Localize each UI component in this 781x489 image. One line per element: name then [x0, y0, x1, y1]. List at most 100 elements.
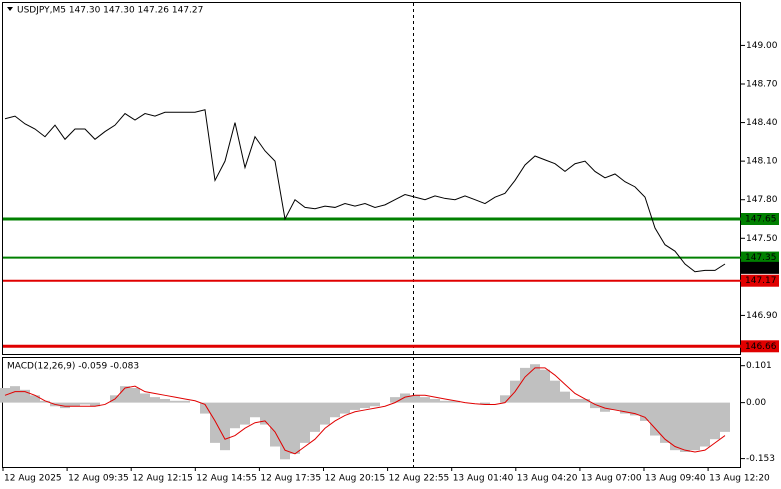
histogram-bar: [350, 402, 360, 410]
histogram-bar: [570, 398, 580, 403]
histogram-bar: [130, 387, 140, 403]
histogram-bar: [710, 402, 720, 440]
y-tick-label: 149.00: [746, 41, 778, 51]
histogram-bar: [60, 402, 70, 409]
y-tick-label: -0.153: [746, 454, 775, 464]
histogram-bar: [640, 402, 650, 421]
histogram-bar: [700, 402, 710, 447]
x-tick-label: 12 Aug 2025: [4, 474, 62, 484]
histogram-bar: [550, 380, 560, 403]
price-tag: [741, 340, 779, 353]
y-tick-label: 147.80: [746, 195, 778, 205]
histogram-bar: [320, 402, 330, 425]
histogram-bar: [140, 393, 150, 403]
histogram-bar: [250, 402, 260, 418]
histogram-bar: [220, 402, 230, 451]
histogram-bar: [440, 400, 450, 403]
histogram-bar: [20, 389, 30, 403]
y-tick-label: 0.00: [746, 398, 766, 408]
price-tag-label: 147.35: [745, 253, 777, 263]
y-tick-label: 0.101: [746, 361, 772, 371]
histogram-bar: [80, 402, 90, 405]
price-tag: [741, 251, 779, 264]
histogram-bar: [420, 397, 430, 403]
x-tick-label: 12 Aug 14:55: [196, 474, 257, 484]
histogram-bar: [540, 369, 550, 403]
histogram-bar: [450, 400, 460, 403]
histogram-bar: [230, 402, 240, 429]
histogram-bar: [630, 402, 640, 416]
histogram-bar: [210, 402, 220, 443]
histogram-bar: [430, 398, 440, 403]
price-tag: [741, 274, 779, 287]
menu-arrow: [7, 7, 13, 11]
y-tick-label: 147.50: [746, 234, 778, 244]
x-tick-label: 12 Aug 12:15: [132, 474, 193, 484]
histogram-bar: [590, 402, 600, 409]
x-tick-label: 12 Aug 17:35: [260, 474, 321, 484]
histogram-bar: [360, 402, 370, 409]
histogram-bar: [40, 400, 50, 403]
histogram-bar: [580, 398, 590, 403]
chart-title: USDJPY,M5 147.30 147.30 147.26 147.27: [17, 6, 203, 16]
histogram-bar: [660, 402, 670, 443]
x-tick-label: 12 Aug 09:35: [68, 474, 129, 484]
histogram-bar: [620, 402, 630, 414]
x-tick-label: 13 Aug 01:40: [453, 474, 514, 484]
histogram-bar: [390, 397, 400, 403]
histogram-bar: [560, 391, 570, 403]
y-tick-label: 148.70: [746, 80, 778, 90]
histogram-bar: [610, 402, 620, 410]
histogram-bar: [720, 402, 730, 432]
histogram-bar: [30, 395, 40, 403]
macd-title: MACD(12,26,9) -0.059 -0.083: [7, 362, 139, 372]
histogram-bar: [530, 364, 540, 403]
x-tick-label: 13 Aug 07:00: [581, 474, 642, 484]
histogram-bar: [280, 402, 290, 460]
histogram-bar: [310, 402, 320, 432]
histogram-bar: [370, 402, 380, 407]
histogram-bar: [650, 402, 660, 436]
histogram-bar: [170, 400, 180, 403]
price-tag-label: 147.65: [745, 215, 777, 225]
x-tick-label: 12 Aug 22:55: [389, 474, 450, 484]
price-line: [4, 109, 726, 273]
histogram-bar: [520, 367, 530, 403]
x-tick-label: 12 Aug 20:15: [325, 474, 386, 484]
histogram-bar: [400, 393, 410, 403]
histogram-bar: [670, 402, 680, 451]
histogram-bar: [10, 386, 20, 403]
y-tick-label: 146.90: [746, 311, 778, 321]
y-tick-label: 148.40: [746, 118, 778, 128]
histogram-bar: [690, 402, 700, 451]
price-tag-label: 147.17: [745, 276, 777, 286]
x-tick-label: 13 Aug 12:20: [709, 474, 770, 484]
histogram-bar: [270, 402, 280, 447]
macd-panel: [2, 357, 741, 468]
histogram-bar: [340, 402, 350, 414]
y-tick-label: 148.10: [746, 157, 778, 167]
histogram-bar: [410, 395, 420, 403]
histogram-bar: [600, 402, 610, 412]
histogram-bar: [150, 397, 160, 403]
histogram-bar: [680, 402, 690, 453]
histogram-bar: [120, 386, 130, 403]
price-tag: [741, 213, 779, 225]
histogram-bar: [500, 395, 510, 403]
price-tag-label: 146.66: [745, 342, 777, 352]
histogram-bar: [330, 402, 340, 418]
histogram-bar: [240, 402, 250, 425]
price-tag-label: 147.27: [745, 263, 777, 273]
histogram-bar: [290, 402, 300, 454]
histogram-bar: [180, 400, 190, 403]
x-tick-label: 13 Aug 09:40: [645, 474, 706, 484]
price-panel: [2, 2, 741, 355]
signal-line: [4, 367, 726, 455]
histogram-bar: [90, 402, 100, 407]
x-tick-label: 13 Aug 04:20: [517, 474, 578, 484]
histogram-bar: [300, 402, 310, 443]
histogram-bar: [160, 398, 170, 403]
price-tag: [741, 261, 779, 274]
histogram-bar: [70, 402, 80, 407]
